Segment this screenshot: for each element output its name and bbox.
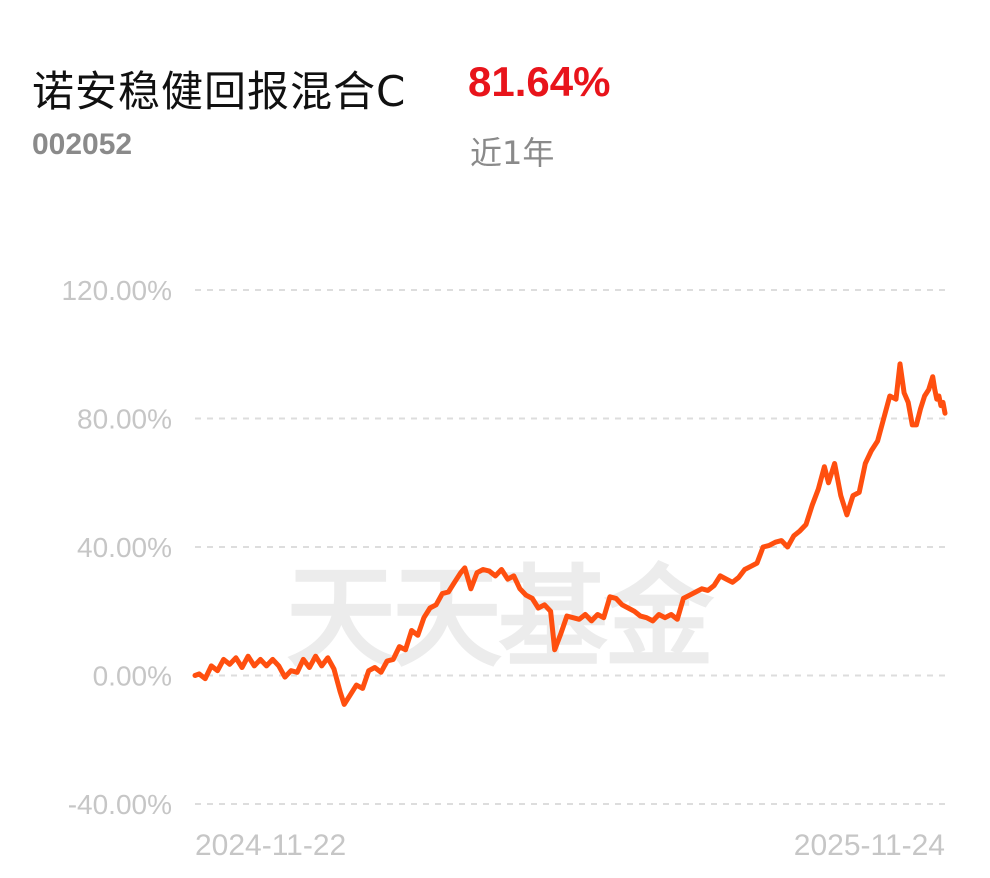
chart-grid [195, 289, 945, 805]
y-tick-label: 80.00% [77, 404, 172, 435]
x-axis-ticks: 2024-11-22 2025-11-24 [195, 829, 945, 862]
y-tick-label: -40.00% [68, 789, 172, 820]
period-label: 近1年 [470, 134, 555, 172]
y-axis-ticks: 120.00% 80.00% 40.00% 0.00% -40.00% [61, 275, 172, 820]
y-tick-label: 0.00% [93, 661, 172, 692]
x-tick-label: 2024-11-22 [195, 829, 346, 862]
return-line [192, 361, 948, 707]
fund-return-value: 81.64% [468, 58, 611, 105]
x-tick-label: 2025-11-24 [794, 829, 945, 862]
y-tick-label: 120.00% [61, 275, 172, 306]
fund-code: 002052 [32, 128, 133, 161]
fund-name: 诺安稳健回报混合C [32, 67, 407, 116]
y-tick-label: 40.00% [77, 532, 172, 563]
